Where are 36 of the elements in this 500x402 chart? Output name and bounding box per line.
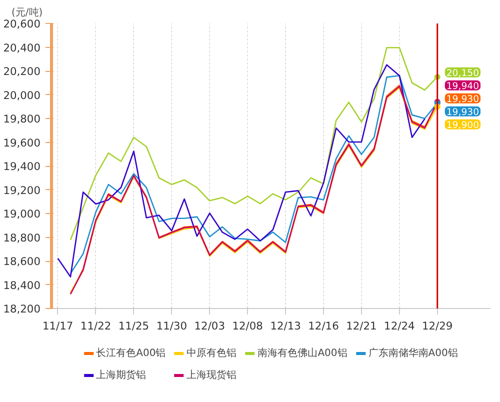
x-tick-label: 12/29 bbox=[422, 320, 453, 332]
y-axis-title: (元/吨) bbox=[12, 6, 43, 18]
x-tick-label: 12/16 bbox=[308, 320, 340, 332]
data-label: 19,930 bbox=[446, 94, 480, 105]
data-label: 19,940 bbox=[446, 80, 480, 92]
legend-label: 上海期货铝 bbox=[96, 368, 146, 382]
data-label: 19,900 bbox=[446, 120, 480, 131]
y-tick-label: 18,200 bbox=[3, 302, 41, 316]
y-tick-label: 18,400 bbox=[3, 278, 41, 292]
x-tick-label: 12/08 bbox=[232, 320, 264, 332]
y-tick-label: 20,600 bbox=[3, 18, 41, 30]
y-tick-label: 19,400 bbox=[3, 160, 41, 173]
y-tick-label: 20,400 bbox=[3, 41, 41, 54]
legend-label: 长江有色A00铝 bbox=[96, 346, 166, 360]
x-tick-label: 11/25 bbox=[118, 320, 150, 332]
y-tick-label: 18,800 bbox=[3, 231, 41, 244]
x-tick-label: 12/24 bbox=[384, 320, 415, 332]
x-tick-label: 11/22 bbox=[80, 320, 112, 332]
legend-label: 上海现货铝 bbox=[186, 368, 237, 382]
x-tick-label: 12/21 bbox=[346, 320, 377, 332]
legend-label: 中原有色铝 bbox=[186, 346, 237, 360]
y-tick-label: 18,600 bbox=[3, 255, 41, 268]
y-tick-label: 20,200 bbox=[3, 65, 41, 78]
x-tick-label: 11/17 bbox=[42, 320, 74, 332]
y-tick-label: 19,600 bbox=[3, 136, 41, 150]
data-label: 20,150 bbox=[446, 68, 480, 79]
y-tick-label: 19,800 bbox=[3, 112, 41, 126]
legend-label: 广东南储华南A00铝 bbox=[368, 346, 458, 360]
data-label: 19,930 bbox=[446, 106, 480, 118]
y-tick-label: 19,000 bbox=[3, 208, 41, 220]
legend-label: 南海有色佛山A00铝 bbox=[258, 346, 348, 360]
x-tick-label: 12/13 bbox=[270, 320, 301, 332]
y-tick-label: 20,000 bbox=[3, 88, 41, 102]
x-tick-label: 12/03 bbox=[194, 320, 226, 332]
y-tick-label: 19,200 bbox=[3, 184, 41, 197]
x-tick-label: 11/30 bbox=[156, 320, 188, 332]
